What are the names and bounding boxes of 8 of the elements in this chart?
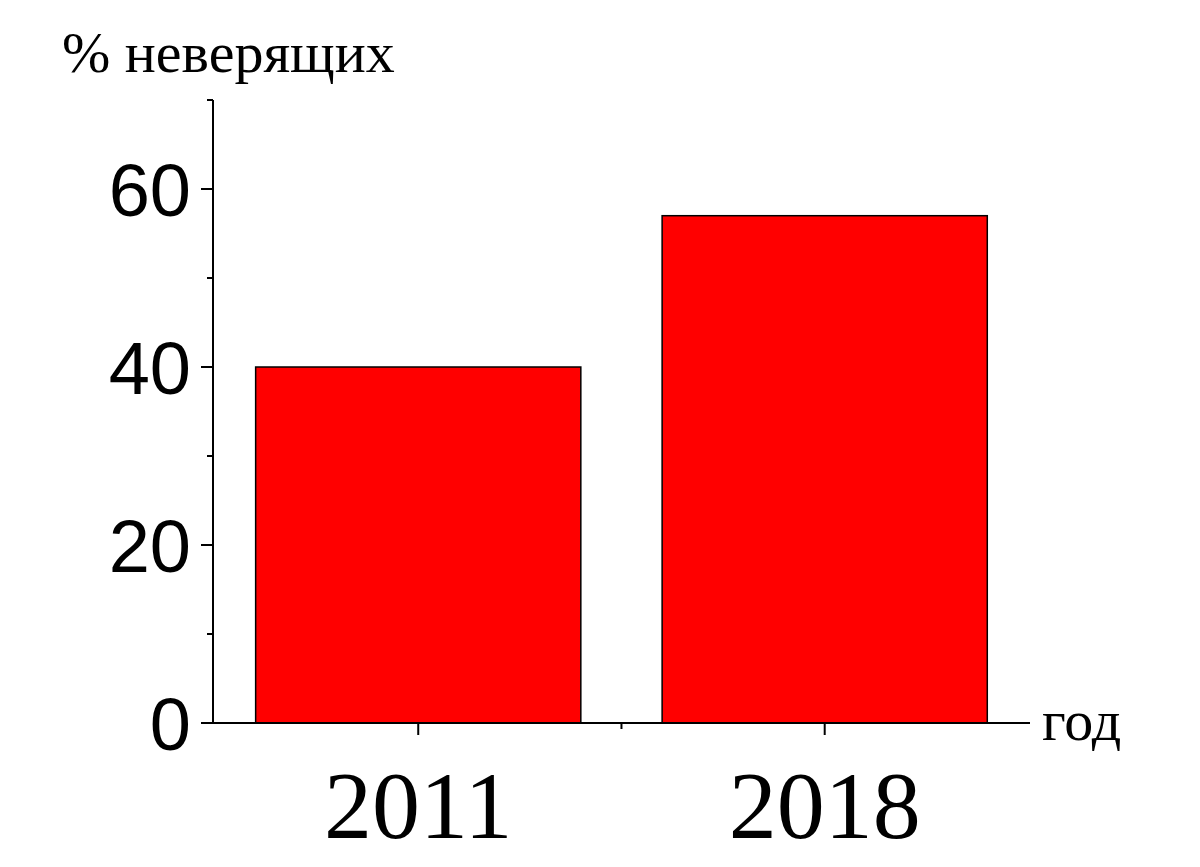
- y-tick-label: 60: [108, 148, 191, 232]
- x-tick-label: 2018: [728, 752, 921, 859]
- x-axis-title: год: [1042, 688, 1122, 753]
- x-tick-label: 2011: [324, 752, 513, 859]
- y-tick-label: 0: [149, 682, 191, 766]
- y-axis-title: % неверящих: [62, 20, 395, 85]
- y-tick-label: 20: [108, 504, 191, 588]
- y-tick-label: 40: [108, 326, 191, 410]
